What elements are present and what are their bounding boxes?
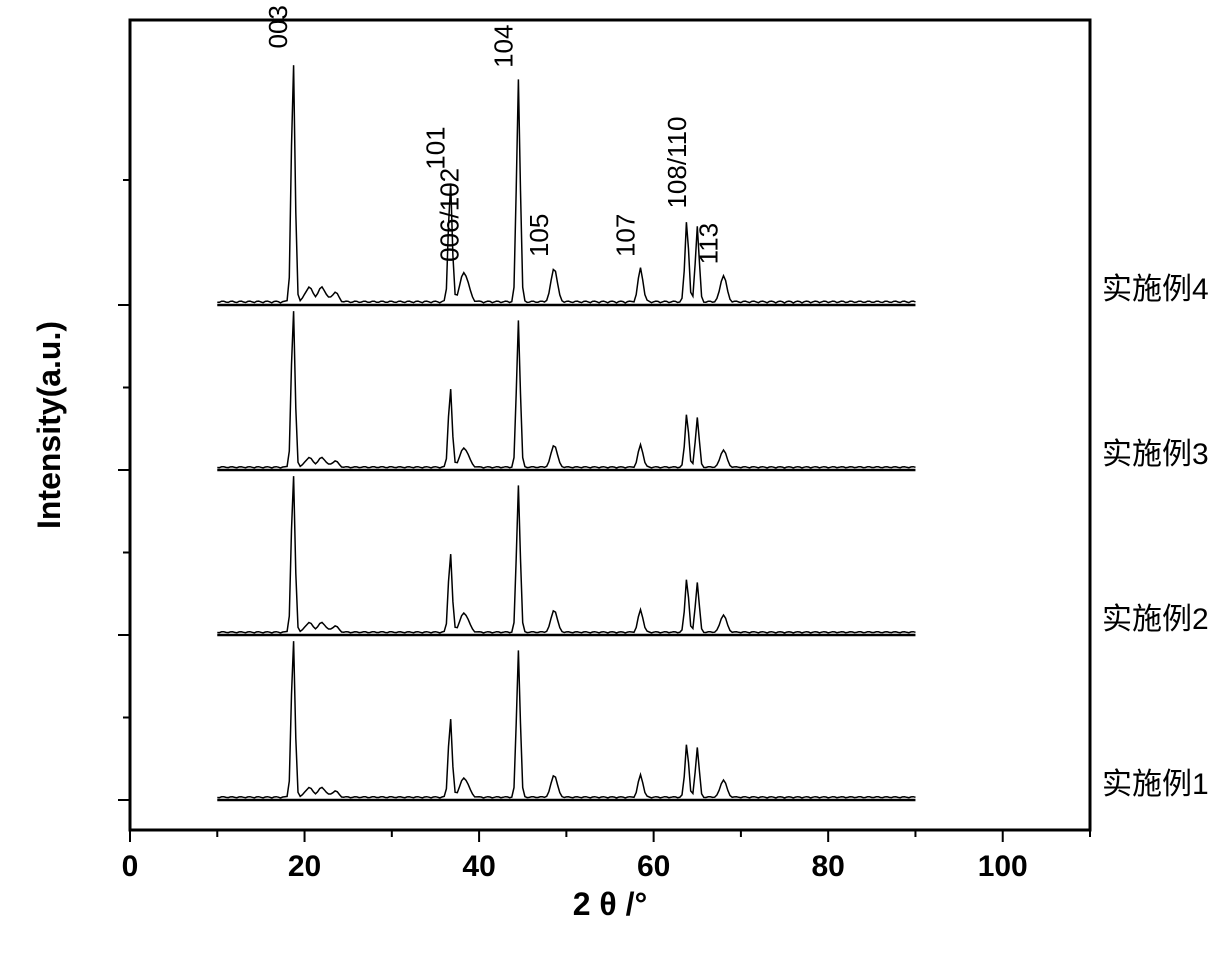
series-label: 实施例3 [1102,438,1209,471]
xrd-pattern-series-1 [217,641,915,798]
xrd-pattern-series-4 [217,65,915,303]
x-tick-label: 100 [978,850,1028,883]
xrd-pattern-series-2 [217,476,915,633]
series-label: 实施例1 [1102,768,1209,801]
x-tick-label: 0 [122,850,139,883]
peak-label: 107 [611,214,641,257]
peak-label: 113 [693,223,723,264]
peak-label: 006/102 [434,168,464,262]
xrd-chart: 0 20 40 60 80 100 2 θ /° Intensity(a.u.) 实施例1 实施例… [0,0,1216,956]
x-tick-label: 80 [811,850,844,883]
x-tick-label: 20 [288,850,321,883]
series-label: 实施例2 [1102,603,1209,636]
peak-label: 108/110 [662,116,692,208]
peak-label: 105 [524,214,554,257]
x-tick-label: 60 [637,850,670,883]
xrd-pattern-series-3 [217,311,915,468]
y-axis-label: Intensity(a.u.) [31,321,67,529]
peak-label: 104 [488,25,518,68]
peak-label: 101 [420,126,450,169]
peak-label: 003 [263,5,293,48]
x-tick-label: 40 [462,850,495,883]
series-label: 实施例4 [1102,273,1209,306]
x-axis-label: 2 θ /° [573,886,648,922]
